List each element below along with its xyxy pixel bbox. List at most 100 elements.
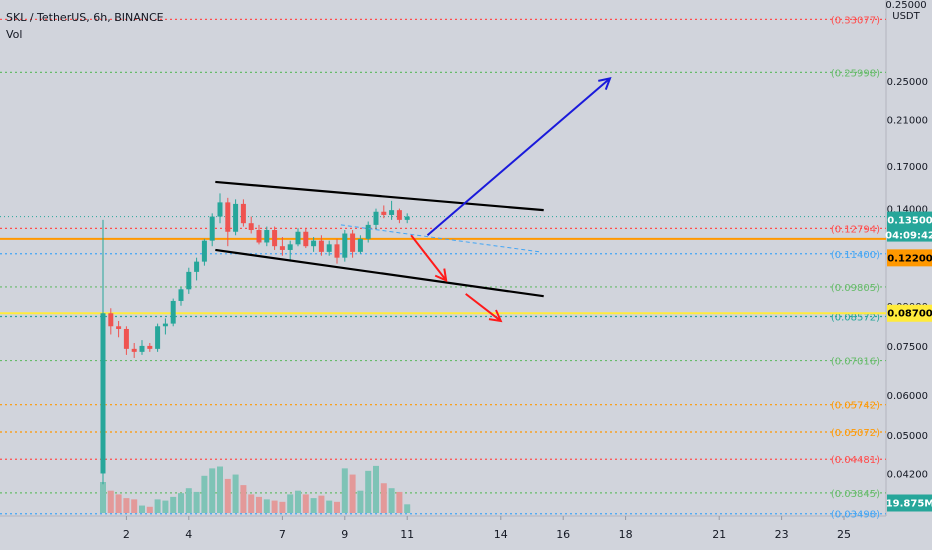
candle-body — [365, 224, 371, 239]
volume-bar — [295, 490, 301, 513]
volume-badge-text: 19.875M — [886, 499, 932, 510]
volume-bar — [131, 499, 138, 513]
price-tick-label: 0.06000 — [887, 391, 928, 402]
volume-bar — [240, 485, 247, 513]
candle-body — [373, 211, 379, 225]
volume-bar — [123, 498, 130, 513]
volume-bar — [232, 474, 239, 513]
volume-bar — [302, 494, 309, 513]
candle-body — [311, 240, 317, 247]
orange-level-badge — [887, 249, 932, 267]
volume-bar — [178, 493, 184, 513]
volume-bar — [115, 494, 122, 513]
time-tick-label: 7 — [279, 528, 286, 541]
volume-bar — [263, 499, 270, 513]
volume-bar — [139, 505, 145, 513]
channel-lower-line — [215, 248, 544, 298]
candle-body — [178, 289, 184, 301]
volume-bar — [209, 468, 216, 513]
price-tick-label: 0.21000 — [887, 115, 928, 126]
candle-body — [295, 231, 301, 245]
volume-bar — [248, 494, 255, 513]
fib-level-label: (0.09805) — [831, 283, 880, 294]
fib-level-label: (0.11400) — [831, 250, 880, 261]
volume-bar — [170, 496, 177, 513]
candle-body — [155, 326, 161, 349]
candle-body — [108, 313, 114, 327]
volume-bar — [154, 499, 161, 513]
volume-bar — [201, 475, 208, 513]
volume-indicator-label: Vol — [6, 28, 23, 41]
fib-level-label: (0.03498) — [831, 510, 880, 521]
candle-body — [116, 326, 122, 329]
arrow-down-2-head — [488, 309, 503, 323]
yellow-level-badge-text: 0.08700 — [887, 309, 932, 320]
volume-bar — [107, 490, 114, 513]
volume-bar — [357, 490, 364, 513]
candle-body — [404, 216, 410, 220]
candle-body — [100, 313, 106, 474]
candle-body — [264, 230, 270, 243]
price-tick-label: 0.25000 — [887, 77, 928, 88]
fib-level-label: (0.03845) — [831, 489, 880, 500]
yellow-level-badge — [887, 304, 932, 322]
candle-body — [318, 240, 324, 252]
price-tick-label: 0.04200 — [887, 469, 928, 480]
fib-level-label: (0.04481) — [831, 455, 880, 466]
candle-body — [233, 203, 239, 232]
volume-bar — [326, 500, 333, 513]
price-axis — [886, 0, 932, 550]
arrow-up-head — [598, 77, 612, 90]
candle-body — [209, 216, 215, 241]
volume-badge — [887, 494, 932, 512]
price-tick-label: 0.07500 — [887, 342, 928, 353]
candle-body — [147, 345, 153, 349]
candle-body — [287, 244, 293, 250]
candle-body — [194, 261, 200, 272]
volume-bar — [373, 465, 379, 513]
fib-level-label: (0.05742) — [831, 401, 880, 412]
volume-bar — [334, 501, 340, 513]
candle-body — [350, 233, 356, 252]
volume-bar — [318, 495, 325, 513]
candle-body — [123, 328, 129, 349]
candle-body — [334, 244, 340, 258]
candle-body — [256, 230, 262, 243]
candle-body — [131, 348, 137, 352]
volume-bar — [271, 500, 278, 513]
candle-body — [326, 244, 332, 252]
volume-bar — [287, 494, 294, 513]
symbol-title: SKL / TetherUS, 6h, BINANCE — [6, 11, 164, 24]
time-tick-label: 23 — [775, 528, 789, 541]
volume-bar — [193, 491, 200, 513]
candle-body — [170, 300, 176, 324]
arrow-down-1-head — [434, 268, 448, 283]
arrow-up — [426, 77, 611, 237]
price-tick-label: 0.14000 — [887, 205, 928, 216]
time-tick-label: 9 — [341, 528, 348, 541]
volume-bar — [224, 478, 231, 513]
current-price-badge — [887, 211, 932, 242]
volume-bar — [162, 500, 169, 513]
volume-bar — [380, 483, 387, 513]
time-tick-label: 14 — [494, 528, 508, 541]
fib-level-label: (0.12794) — [831, 224, 880, 235]
candle-body — [357, 238, 363, 252]
candle-body — [186, 271, 192, 290]
volume-bar — [100, 482, 106, 513]
time-tick-label: 21 — [712, 528, 726, 541]
currency-label: USDT — [892, 11, 920, 22]
fib-level-label: (0.33077) — [831, 15, 880, 26]
volume-bar — [388, 488, 395, 513]
volume-bar — [217, 466, 223, 513]
candle-body — [389, 210, 395, 215]
arrow-down-2 — [465, 293, 502, 322]
volume-bar — [341, 468, 348, 513]
candle-body — [303, 231, 309, 247]
fib-level-label: (0.05072) — [831, 428, 880, 439]
current-price-badge-text: 0.13500 — [887, 216, 932, 227]
time-tick-label: 4 — [185, 528, 192, 541]
candle-body — [225, 202, 231, 232]
